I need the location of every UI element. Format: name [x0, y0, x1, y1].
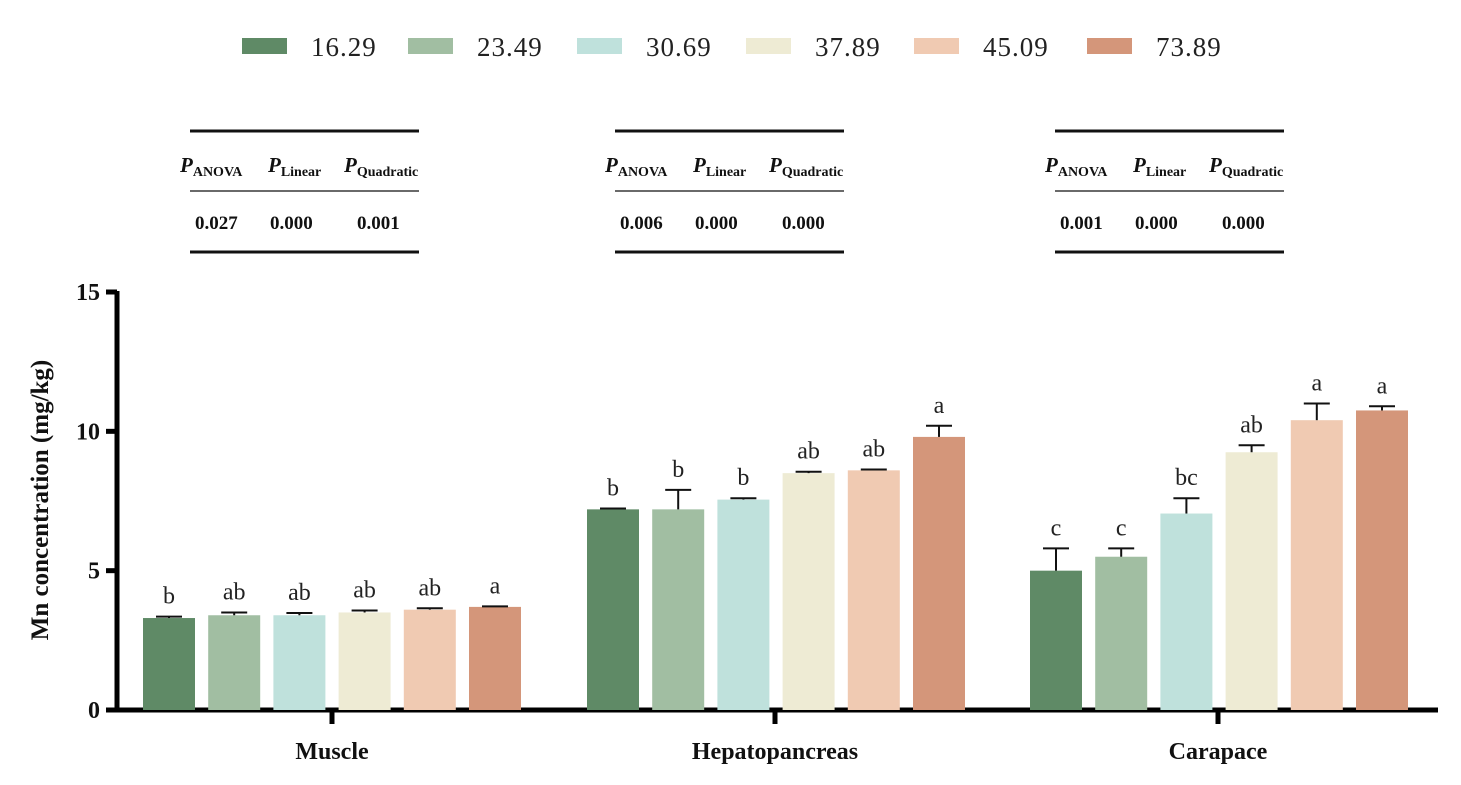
bar-muscle-16.29	[143, 618, 195, 710]
table-header-p-linear: PLinear	[267, 153, 321, 180]
bar-hepatopancreas-30.69	[717, 499, 770, 710]
legend-swatch-30.69	[577, 38, 622, 54]
bar-hepatopancreas-45.09	[847, 470, 900, 710]
group-carapace: c c bc ab a a	[1030, 370, 1408, 710]
stats-table-hepatopancreas: PANOVA PLinear PQuadratic 0.006 0.000 0.000	[604, 129, 844, 254]
table-header-p-anova: PANOVA	[179, 153, 243, 180]
plot-area: 0 5 10 15 b ab ab ab ab a Muscle b b b ab ab a Hepatopanc…	[76, 280, 1438, 765]
significance-label: ab	[353, 578, 376, 604]
significance-label: b	[737, 465, 749, 491]
bar-muscle-23.49	[208, 615, 261, 710]
y-tick-label: 15	[76, 280, 100, 306]
bar-carapace-30.69	[1160, 513, 1213, 710]
legend: 16.29 23.49 30.69 37.89 45.09 73.89	[242, 32, 1222, 62]
significance-label: b	[607, 476, 619, 502]
significance-label: ab	[862, 437, 885, 463]
bar-hepatopancreas-73.89	[913, 436, 965, 710]
significance-label: bc	[1175, 465, 1198, 491]
legend-swatch-16.29	[242, 38, 287, 54]
significance-label: b	[163, 584, 175, 610]
bar-carapace-37.89	[1225, 452, 1278, 710]
table-header-p-linear: PLinear	[1132, 153, 1186, 180]
legend-swatch-73.89	[1087, 38, 1132, 54]
y-tick-label: 10	[76, 419, 100, 445]
significance-label: ab	[223, 579, 246, 605]
bar-muscle-45.09	[403, 609, 456, 710]
bar-muscle-73.89	[469, 606, 521, 710]
bar-muscle-37.89	[338, 612, 391, 710]
significance-label: a	[1377, 373, 1388, 399]
significance-label: b	[672, 457, 684, 483]
significance-label: a	[1311, 370, 1322, 396]
table-value: 0.000	[695, 213, 738, 234]
legend-label-23.49: 23.49	[477, 32, 543, 62]
legend-label-73.89: 73.89	[1156, 32, 1222, 62]
table-value: 0.000	[270, 213, 313, 234]
significance-label: ab	[1240, 412, 1263, 438]
legend-label-45.09: 45.09	[983, 32, 1049, 62]
bar-hepatopancreas-23.49	[652, 509, 705, 710]
bar-carapace-45.09	[1290, 420, 1343, 710]
stats-table-muscle: PANOVA PLinear PQuadratic 0.027 0.000 0.001	[179, 129, 419, 254]
significance-label: ab	[288, 580, 311, 606]
table-value: 0.006	[620, 213, 663, 234]
y-tick-label: 5	[88, 559, 100, 585]
significance-label: ab	[418, 575, 441, 601]
table-header-p-quadratic: PQuadratic	[1208, 153, 1283, 180]
bar-hepatopancreas-37.89	[782, 473, 835, 710]
legend-swatch-37.89	[746, 38, 791, 54]
legend-label-16.29: 16.29	[311, 32, 377, 62]
significance-label: c	[1051, 515, 1062, 541]
bar-muscle-30.69	[273, 615, 326, 710]
bar-hepatopancreas-16.29	[587, 509, 639, 710]
stats-table-carapace: PANOVA PLinear PQuadratic 0.001 0.000 0.000	[1044, 129, 1284, 254]
table-value: 0.000	[1222, 213, 1265, 234]
table-header-p-quadratic: PQuadratic	[343, 153, 418, 180]
table-value: 0.000	[1135, 213, 1178, 234]
table-header-p-linear: PLinear	[692, 153, 746, 180]
legend-label-37.89: 37.89	[815, 32, 881, 62]
bar-carapace-16.29	[1030, 570, 1082, 710]
significance-label: a	[490, 573, 501, 599]
y-tick-label: 0	[88, 698, 100, 724]
table-value: 0.001	[357, 213, 400, 234]
significance-label: a	[934, 393, 945, 419]
table-value: 0.000	[782, 213, 825, 234]
group-muscle: b ab ab ab ab a	[143, 573, 521, 710]
x-category-label-muscle: Muscle	[295, 739, 369, 765]
table-header-p-anova: PANOVA	[604, 153, 668, 180]
legend-swatch-45.09	[914, 38, 959, 54]
x-category-label-carapace: Carapace	[1169, 739, 1268, 765]
x-category-label-hepatopancreas: Hepatopancreas	[692, 739, 858, 765]
table-header-p-anova: PANOVA	[1044, 153, 1108, 180]
table-value: 0.027	[195, 213, 238, 234]
bar-carapace-23.49	[1095, 556, 1148, 710]
bar-carapace-73.89	[1356, 410, 1408, 710]
group-hepatopancreas: b b b ab ab a	[587, 393, 965, 710]
legend-swatch-23.49	[408, 38, 453, 54]
legend-label-30.69: 30.69	[646, 32, 712, 62]
significance-label: ab	[797, 439, 820, 465]
y-axis-title: Mn concentration (mg/kg)	[27, 360, 54, 641]
table-header-p-quadratic: PQuadratic	[768, 153, 843, 180]
table-value: 0.001	[1060, 213, 1103, 234]
significance-label: c	[1116, 515, 1127, 541]
